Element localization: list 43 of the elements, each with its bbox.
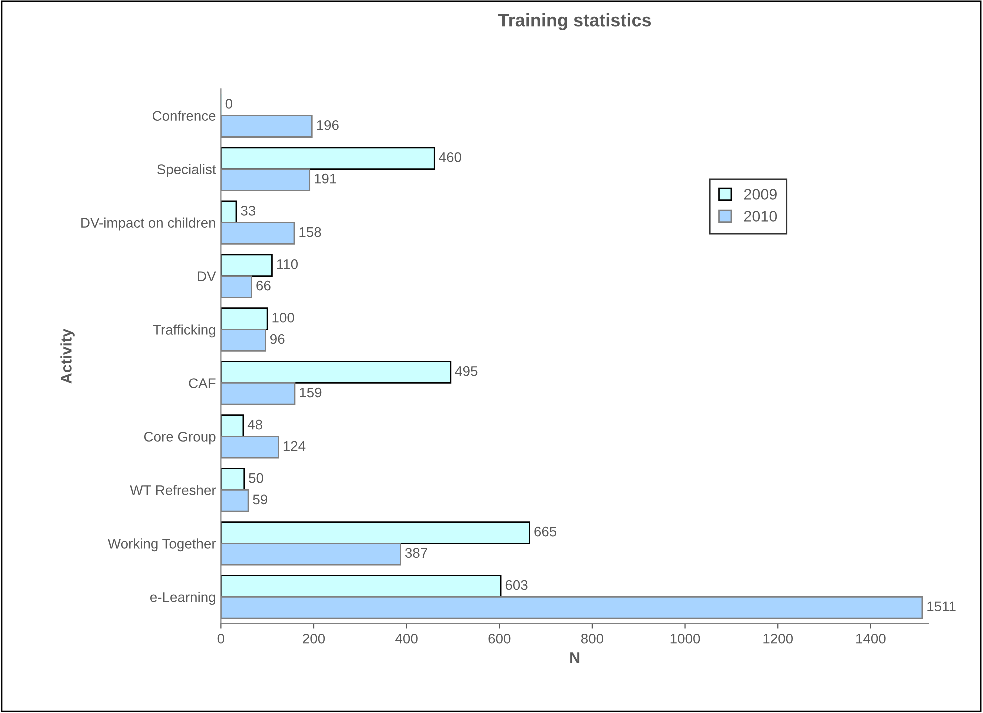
- data-label: 1511: [928, 602, 956, 612]
- data-label: 196: [317, 120, 339, 130]
- data-label: 191: [315, 174, 336, 184]
- x-tick-label: 400: [396, 634, 418, 644]
- data-label: 33: [241, 206, 256, 216]
- x-tick-label: 1000: [670, 634, 700, 644]
- data-label: 100: [272, 312, 294, 323]
- y-tick-label: Working Together: [108, 538, 216, 552]
- y-tick-label: CAF: [189, 378, 216, 388]
- y-tick-label: DV-impact on children: [82, 218, 216, 231]
- data-label: 96: [270, 334, 285, 344]
- data-label: 159: [300, 388, 322, 398]
- x-axis-title: N: [570, 652, 580, 664]
- y-axis-title: Activity: [60, 328, 75, 384]
- data-label: 387: [405, 548, 428, 558]
- y-tick-label: e-Learning: [150, 592, 216, 606]
- data-label: 495: [455, 366, 478, 376]
- data-label: 48: [248, 420, 262, 430]
- y-tick-label: WT Refresher: [130, 485, 216, 496]
- y-tick-label: Core Group: [144, 432, 216, 445]
- legend-label: 2009: [744, 189, 777, 200]
- y-tick-label: DV: [198, 272, 216, 282]
- x-tick-label: 600: [488, 634, 511, 644]
- y-tick-label: Specialist: [158, 164, 216, 178]
- data-label: 603: [506, 580, 528, 590]
- data-label: 124: [284, 441, 306, 451]
- data-label: 66: [256, 280, 271, 291]
- x-tick-label: 1400: [856, 634, 886, 644]
- x-tick-label: 0: [218, 634, 224, 644]
- x-tick-label: 800: [581, 634, 604, 644]
- chart-title: Training statistics: [498, 14, 652, 30]
- legend-label: 2010: [744, 211, 778, 222]
- data-label: 50: [249, 473, 264, 484]
- data-label: 460: [439, 152, 462, 162]
- y-tick-label: Confrence: [152, 110, 216, 122]
- x-tick-label: 200: [303, 634, 326, 644]
- y-tick-label: Trafficking: [153, 324, 216, 338]
- data-label: 665: [534, 526, 557, 537]
- x-tick-label: 1200: [764, 634, 794, 644]
- data-label: 0: [226, 99, 233, 109]
- data-label: 59: [253, 494, 268, 505]
- data-label: 110: [277, 259, 298, 270]
- data-label: 158: [300, 227, 322, 238]
